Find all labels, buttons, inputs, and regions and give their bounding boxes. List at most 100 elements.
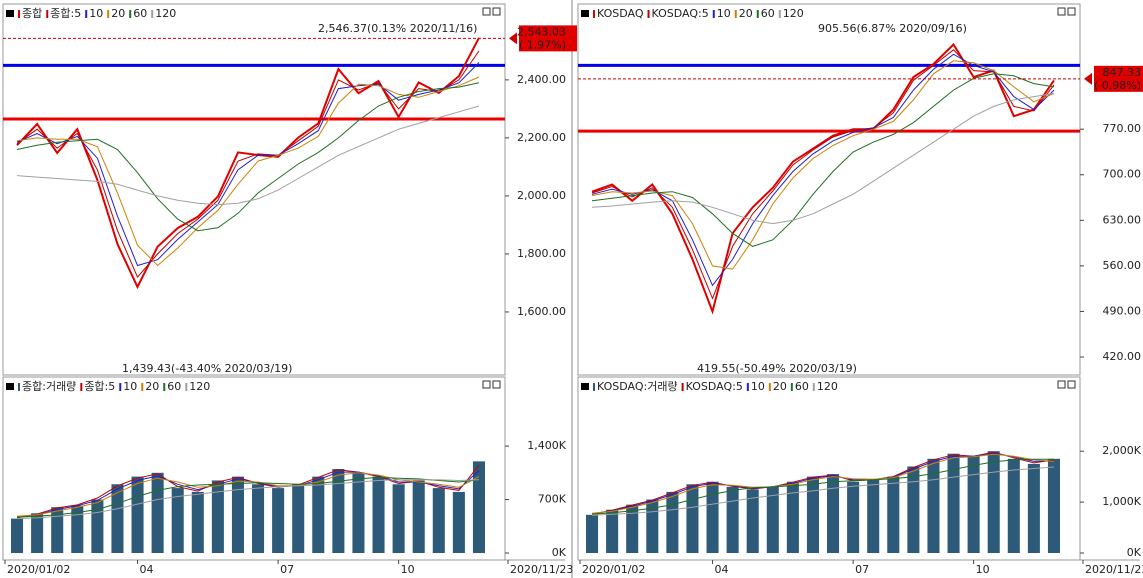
volume-bar	[91, 499, 104, 553]
window-button[interactable]	[482, 7, 491, 16]
volume-bar	[272, 488, 285, 553]
window-button[interactable]	[492, 380, 501, 389]
legend-label: 20	[111, 7, 125, 20]
y-tick-label: 1,800.00	[517, 247, 566, 260]
volume-bar	[372, 476, 385, 553]
last-value-label: 2,543.03	[517, 25, 566, 38]
legend-swatch	[593, 383, 595, 391]
legend-label: 10	[89, 7, 103, 20]
y-tick-label: 2,400.00	[517, 73, 566, 86]
last-value-box	[1094, 65, 1143, 92]
legend-swatch	[18, 10, 20, 18]
annotation: 905.56(6.87% 2020/09/16)	[818, 22, 967, 35]
moving-average	[16, 105, 480, 206]
legend-swatch	[141, 383, 144, 391]
legend-label: 10	[751, 380, 765, 393]
y-tick-label: 700.00	[1103, 168, 1142, 181]
y-tick-label: 770.00	[1103, 122, 1142, 135]
volume-bar	[312, 476, 325, 553]
volume-bar	[252, 484, 265, 553]
volume-bar	[746, 489, 759, 553]
volume-bar	[686, 484, 699, 553]
legend-swatch	[80, 383, 83, 391]
legend-label: 120	[189, 380, 210, 393]
legend-label: KOSDAQ:5	[686, 380, 743, 393]
legend-swatch	[107, 10, 110, 18]
last-value-label: 847.33	[1103, 66, 1142, 79]
moving-average	[16, 62, 480, 267]
plot-frame	[577, 3, 1081, 376]
window-button[interactable]	[1057, 380, 1066, 389]
window-button[interactable]	[1067, 7, 1076, 16]
y-tick-label: 2,000.00	[517, 189, 566, 202]
window-button[interactable]	[1067, 380, 1076, 389]
window-button[interactable]	[1057, 7, 1066, 16]
legend-swatch	[163, 383, 166, 391]
date-label: 2020/01/02	[7, 563, 70, 576]
legend-label: KOSDAQ	[597, 7, 644, 20]
volume-bar	[806, 476, 819, 553]
legend-swatch	[593, 10, 595, 18]
legend-swatch	[129, 10, 132, 18]
y-tick-label: 0K	[1127, 546, 1142, 559]
moving-average	[16, 470, 480, 518]
volume-bar	[111, 484, 124, 553]
volume-bar	[392, 484, 405, 553]
legend-label: 120	[783, 7, 804, 20]
volume-bar	[151, 472, 164, 553]
y-tick-label: 630.00	[1103, 213, 1142, 226]
legend-swatch	[18, 383, 20, 391]
volume-bar	[292, 484, 305, 553]
legend-label: KOSDAQ:5	[652, 7, 709, 20]
volume-bar	[766, 486, 779, 553]
y-tick-label: 1,000K	[1102, 495, 1141, 508]
legend-swatch	[756, 10, 759, 18]
legend-swatch	[46, 10, 49, 18]
legend-icon	[6, 10, 14, 17]
volume-bar	[352, 472, 365, 553]
annotation: 419.55(-50.49% 2020/03/19)	[697, 362, 857, 375]
y-tick-label: 1,600.00	[517, 305, 566, 318]
volume-bar	[31, 513, 44, 553]
volume-bar	[1007, 458, 1020, 553]
plot-frame	[2, 3, 506, 376]
y-tick-label: 2,200.00	[517, 131, 566, 144]
volume-bar	[927, 458, 940, 553]
legend-swatch	[85, 10, 88, 18]
volume-bar	[786, 481, 799, 553]
volume-bar	[987, 451, 1000, 553]
y-tick-label: 420.00	[1103, 350, 1142, 363]
legend-swatch	[768, 383, 771, 391]
legend-label: 60	[133, 7, 147, 20]
legend-label: 60	[795, 380, 809, 393]
date-label: 2020/11/23	[1085, 563, 1143, 576]
legend-label: 종합:5	[50, 7, 81, 20]
y-tick-label: 1,400K	[527, 439, 566, 452]
moving-average	[591, 458, 1054, 515]
date-label: 2020/11/23	[510, 563, 573, 576]
window-button[interactable]	[482, 380, 491, 389]
y-tick-label: 0K	[552, 546, 567, 559]
y-tick-label: 700K	[538, 493, 567, 506]
window-button[interactable]	[492, 7, 501, 16]
volume-bar	[847, 481, 860, 553]
moving-average	[591, 466, 1055, 516]
volume-bar	[867, 479, 880, 553]
legend-icon	[581, 10, 589, 17]
volume-bar	[726, 486, 739, 553]
legend-label: 20	[739, 7, 753, 20]
volume-bar	[586, 514, 599, 553]
volume-bar	[332, 469, 345, 553]
legend-swatch	[790, 383, 793, 391]
volume-bar	[666, 491, 679, 553]
legend-swatch	[681, 383, 684, 391]
legend-icon	[6, 383, 14, 390]
date-label: 07	[280, 563, 294, 576]
volume-bar	[706, 481, 719, 553]
moving-average	[591, 92, 1055, 225]
volume-bar	[967, 456, 980, 553]
legend-swatch	[712, 10, 715, 18]
date-label: 04	[140, 563, 154, 576]
volume-bar	[131, 476, 144, 553]
